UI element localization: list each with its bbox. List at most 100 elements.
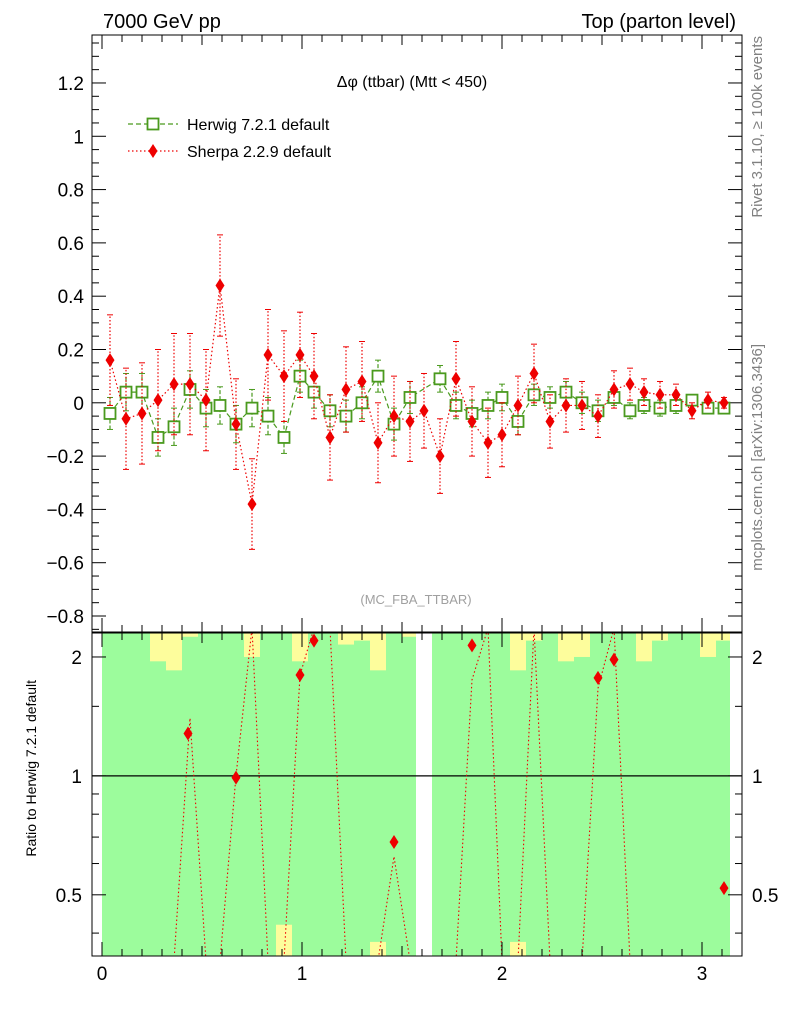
header-left: 7000 GeV pp <box>103 11 221 33</box>
ratio-sherpa-point <box>719 881 729 896</box>
ratio-band-green <box>166 670 182 956</box>
ratio-band-green <box>198 633 214 956</box>
ratio-band-green <box>244 656 260 956</box>
sherpa-point <box>231 417 241 432</box>
watermark: (MC_FBA_TTBAR) <box>360 592 471 607</box>
sherpa-point <box>137 406 147 421</box>
ratio-band-green <box>526 640 542 956</box>
ratio-band-green <box>260 633 276 956</box>
xtick-label: 2 <box>497 964 508 985</box>
sherpa-point <box>169 377 179 392</box>
ratio-ytick-label-right: 0.5 <box>752 886 778 907</box>
sherpa-point <box>247 497 257 512</box>
ratio-band-green <box>432 633 448 956</box>
sherpa-point <box>655 387 665 402</box>
sherpa-point <box>419 403 429 418</box>
sherpa-point <box>263 347 273 362</box>
sherpa-point <box>341 382 351 397</box>
ratio-band-green <box>402 636 416 956</box>
legend-label: Sherpa 2.2.9 default <box>187 144 332 161</box>
ratio-band-green <box>480 633 494 956</box>
herwig-point <box>511 415 525 428</box>
main-ytick-label: 1.2 <box>58 74 84 95</box>
ratio-sherpa-point <box>295 668 305 683</box>
ratio-band-green <box>118 633 134 956</box>
ratio-sherpa-point <box>593 670 603 685</box>
ratio-band-green <box>652 640 668 956</box>
ratio-ylabel: Ratio to Herwig 7.2.1 default <box>23 680 39 857</box>
herwig-point <box>323 404 337 418</box>
sherpa-point <box>357 374 367 389</box>
ratio-band-green <box>102 633 118 956</box>
header-right: Top (parton level) <box>581 11 736 33</box>
herwig-point <box>277 431 291 444</box>
herwig-point <box>339 409 353 423</box>
sherpa-point <box>625 377 635 392</box>
sherpa-point <box>435 449 445 464</box>
main-series <box>103 234 731 550</box>
ratio-band-green <box>700 656 716 956</box>
xtick-label: 3 <box>697 964 708 985</box>
ratio-ytick-label-right: 2 <box>752 648 763 669</box>
ratio-band-green <box>510 670 526 942</box>
sherpa-line <box>109 285 725 505</box>
ratio-band-green <box>338 644 354 956</box>
main-ytick-label: 0.8 <box>58 181 84 202</box>
ratio-bands <box>102 633 730 956</box>
mcplots-label: mcplots.cern.ch [arXiv:1306.3436] <box>749 344 766 571</box>
main-ytick-label: −0.4 <box>46 500 84 521</box>
main-ytick-label: 0 <box>73 394 84 415</box>
sherpa-series <box>105 234 729 550</box>
herwig-point <box>433 372 447 386</box>
sherpa-point <box>451 371 461 386</box>
sherpa-point <box>577 398 587 413</box>
herwig-point <box>543 391 557 404</box>
ratio-band-green <box>214 633 228 956</box>
ratio-sherpa-point <box>183 726 193 741</box>
main-title: Δφ (ttbar) (Mtt < 450) <box>337 74 487 91</box>
ratio-band-green <box>228 633 244 956</box>
ratio-band-green <box>716 640 730 956</box>
legend-marker-herwig <box>146 117 160 131</box>
ratio-ytick-label-right: 1 <box>752 767 763 788</box>
ratio-band-green <box>134 633 150 956</box>
ratio-band-green <box>636 661 652 956</box>
ratio-band-green <box>386 633 402 956</box>
main-ytick-label: −0.6 <box>46 554 84 575</box>
main-ytick-label: −0.8 <box>46 607 84 628</box>
herwig-point <box>623 404 637 418</box>
main-ytick-label: 0.2 <box>58 340 84 361</box>
ratio-band-green <box>308 633 322 956</box>
ratio-band-green <box>590 633 606 956</box>
herwig-point <box>371 369 385 383</box>
ratio-band-green <box>276 633 292 925</box>
herwig-point <box>495 391 509 404</box>
ratio-band-green <box>292 661 308 956</box>
legend: Herwig 7.2.1 default Sherpa 2.2.9 default <box>128 117 332 161</box>
sherpa-point <box>215 278 225 293</box>
ratio-band-green <box>620 633 636 956</box>
ratio-band-green <box>574 656 590 956</box>
sherpa-point <box>405 414 415 429</box>
sherpa-point <box>687 403 697 418</box>
ratio-sherpa-point <box>467 638 477 653</box>
sherpa-point <box>153 393 163 408</box>
ratio-band-green <box>448 633 464 956</box>
ratio-ytick-label: 0.5 <box>56 886 82 907</box>
sherpa-point <box>201 393 211 408</box>
sherpa-point <box>671 387 681 402</box>
ratio-band-green <box>542 633 558 956</box>
main-axes: −0.8 −0.6 −0.4 −0.2 0 0.2 0.4 0.6 0.8 1 1.2 <box>46 35 742 632</box>
sherpa-point <box>373 435 383 450</box>
herwig-point <box>261 409 275 423</box>
ratio-sherpa-point <box>389 835 399 850</box>
ratio-panel: 0.5 0.5 1 1 2 2 0 1 2 3 Ratio to Herwig 7.2.1 def… <box>23 632 778 985</box>
main-panel: −0.8 −0.6 −0.4 −0.2 0 0.2 0.4 0.6 0.8 1 1.2 Δφ (tt… <box>46 34 743 633</box>
sherpa-point <box>545 414 555 429</box>
sherpa-point <box>593 409 603 424</box>
legend-marker-sherpa <box>148 144 158 158</box>
ratio-ytick-label: 1 <box>71 767 82 788</box>
sherpa-point <box>609 382 619 397</box>
sherpa-point <box>719 395 729 410</box>
